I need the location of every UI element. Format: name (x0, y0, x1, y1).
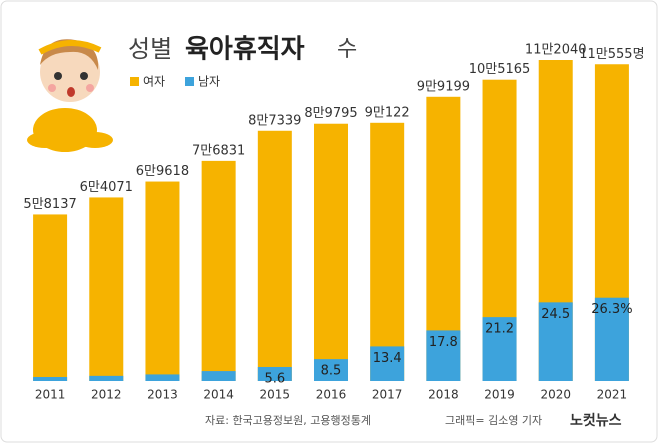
value-label: 8만9795 (304, 106, 357, 121)
x-tick-label: 2013 (147, 388, 178, 402)
share-label: 21.2 (485, 322, 514, 337)
credit: 그래픽= 김소영 기자 (445, 414, 542, 427)
x-tick-label: 2019 (484, 388, 515, 402)
bar-male (538, 302, 573, 381)
value-label: 6만9618 (136, 164, 189, 179)
x-tick-label: 2016 (316, 388, 347, 402)
share-label: 5.6 (264, 371, 285, 386)
bar-total (314, 123, 348, 381)
value-label: 5만8137 (23, 197, 76, 212)
bar-male (33, 377, 68, 381)
bar-male (482, 317, 517, 381)
value-label: 9만122 (365, 105, 410, 120)
title: 성별 (128, 35, 172, 63)
legend-label: 남자 (198, 75, 220, 89)
bar-male (257, 366, 292, 381)
legend-swatch (185, 77, 194, 86)
baby-illustration (27, 39, 113, 152)
share-label: 24.5 (541, 307, 570, 322)
share-label: 8.5 (321, 364, 342, 379)
value-label: 11만555명 (579, 47, 644, 62)
source: 자료: 한국고용정보원, 고용행정통계 (205, 414, 371, 427)
x-tick-label: 2020 (540, 388, 571, 402)
logo: 노컷뉴스 (570, 412, 622, 429)
x-tick-label: 2011 (35, 388, 66, 402)
value-label: 10만5165 (469, 62, 531, 77)
bar-male (370, 346, 405, 381)
title-suffix: 수 (337, 37, 357, 62)
bar-total (257, 130, 292, 381)
value-label: 8만7339 (248, 113, 301, 128)
legend-label: 여자 (143, 75, 165, 89)
bar-male (594, 297, 629, 381)
x-tick-label: 2021 (597, 388, 628, 402)
bar-total (145, 181, 180, 381)
share-label: 26.3% (591, 302, 632, 317)
legend-swatch (130, 77, 139, 86)
value-label: 7만6831 (192, 143, 245, 158)
value-label: 6만4071 (80, 180, 133, 195)
value-label: 11만2040 (525, 43, 587, 58)
bar-male (201, 371, 236, 381)
x-tick-label: 2015 (260, 388, 291, 402)
bar-total (370, 122, 405, 381)
share-label: 13.4 (373, 351, 402, 366)
title-emphasis: 육아휴직자 (185, 35, 305, 65)
bar-total (89, 197, 124, 381)
bar-total (33, 214, 68, 381)
x-tick-label: 2012 (91, 388, 122, 402)
bar-male (89, 375, 124, 381)
value-label: 9만9199 (417, 79, 470, 94)
bar-male (426, 330, 461, 381)
x-tick-label: 2014 (203, 388, 234, 402)
x-tick-label: 2018 (428, 388, 459, 402)
share-label: 17.8 (429, 335, 458, 350)
bar-total (201, 160, 236, 381)
x-tick-label: 2017 (372, 388, 403, 402)
bar-male (314, 359, 348, 381)
bar-male (145, 374, 180, 381)
